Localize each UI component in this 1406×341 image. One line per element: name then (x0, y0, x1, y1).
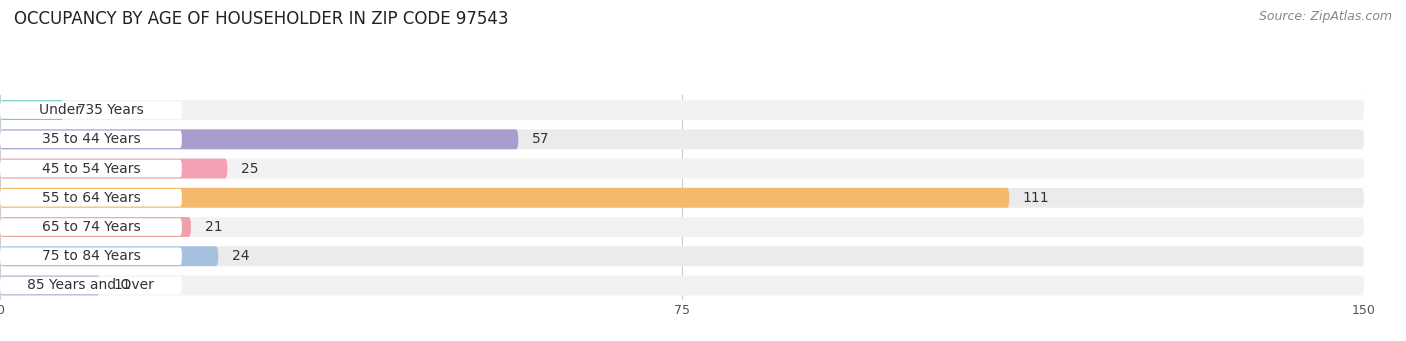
Text: 111: 111 (1024, 191, 1049, 205)
FancyBboxPatch shape (0, 129, 1364, 149)
FancyBboxPatch shape (0, 276, 1364, 295)
FancyBboxPatch shape (0, 159, 228, 178)
Text: 7: 7 (77, 103, 86, 117)
Text: 11: 11 (114, 279, 131, 293)
Text: OCCUPANCY BY AGE OF HOUSEHOLDER IN ZIP CODE 97543: OCCUPANCY BY AGE OF HOUSEHOLDER IN ZIP C… (14, 10, 509, 28)
FancyBboxPatch shape (0, 218, 181, 236)
Text: 21: 21 (205, 220, 222, 234)
FancyBboxPatch shape (0, 277, 181, 294)
Text: 75 to 84 Years: 75 to 84 Years (42, 249, 141, 263)
FancyBboxPatch shape (0, 160, 181, 177)
FancyBboxPatch shape (0, 246, 218, 266)
FancyBboxPatch shape (0, 188, 1010, 208)
FancyBboxPatch shape (0, 217, 191, 237)
Text: 55 to 64 Years: 55 to 64 Years (42, 191, 141, 205)
FancyBboxPatch shape (0, 129, 519, 149)
Text: 85 Years and Over: 85 Years and Over (28, 279, 155, 293)
FancyBboxPatch shape (0, 101, 181, 119)
Text: 57: 57 (531, 132, 550, 146)
Text: 65 to 74 Years: 65 to 74 Years (42, 220, 141, 234)
Text: Source: ZipAtlas.com: Source: ZipAtlas.com (1258, 10, 1392, 23)
Text: 25: 25 (240, 162, 259, 176)
FancyBboxPatch shape (0, 100, 63, 120)
FancyBboxPatch shape (0, 189, 181, 207)
FancyBboxPatch shape (0, 131, 181, 148)
Text: 45 to 54 Years: 45 to 54 Years (42, 162, 141, 176)
FancyBboxPatch shape (0, 246, 1364, 266)
Text: Under 35 Years: Under 35 Years (38, 103, 143, 117)
FancyBboxPatch shape (0, 276, 100, 295)
FancyBboxPatch shape (0, 100, 1364, 120)
FancyBboxPatch shape (0, 188, 1364, 208)
FancyBboxPatch shape (0, 159, 1364, 178)
Text: 35 to 44 Years: 35 to 44 Years (42, 132, 141, 146)
FancyBboxPatch shape (0, 217, 1364, 237)
Text: 24: 24 (232, 249, 249, 263)
FancyBboxPatch shape (0, 248, 181, 265)
